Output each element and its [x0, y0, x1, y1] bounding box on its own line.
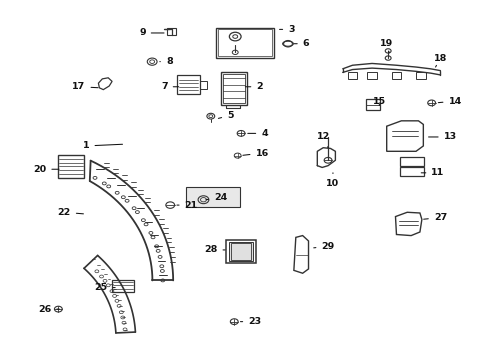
Text: 7: 7 — [161, 82, 179, 91]
Text: 16: 16 — [243, 149, 269, 158]
Text: 12: 12 — [317, 132, 330, 148]
Bar — [229, 242, 253, 261]
Bar — [216, 28, 274, 58]
Text: 27: 27 — [424, 213, 447, 222]
Text: 17: 17 — [72, 82, 98, 91]
Text: 1: 1 — [83, 141, 122, 150]
Text: 2: 2 — [245, 82, 263, 91]
Text: 14: 14 — [439, 96, 462, 105]
Bar — [366, 99, 380, 110]
Text: 28: 28 — [204, 246, 225, 255]
Bar — [231, 243, 251, 260]
Bar — [226, 240, 256, 263]
Text: 5: 5 — [219, 111, 234, 120]
Text: 25: 25 — [94, 283, 115, 292]
Text: 21: 21 — [177, 201, 198, 210]
Bar — [220, 72, 247, 105]
Bar — [112, 280, 134, 292]
Text: 20: 20 — [33, 165, 59, 174]
Text: 15: 15 — [373, 96, 386, 105]
Bar — [167, 28, 175, 35]
Text: 29: 29 — [314, 242, 335, 251]
Text: 8: 8 — [160, 57, 172, 66]
Text: 24: 24 — [206, 193, 227, 202]
Bar — [186, 187, 240, 207]
Bar — [416, 72, 426, 79]
Bar — [176, 75, 200, 94]
Bar — [200, 81, 207, 89]
Text: 23: 23 — [241, 317, 261, 326]
Text: 22: 22 — [58, 208, 83, 217]
Text: 18: 18 — [434, 54, 447, 67]
Text: 6: 6 — [294, 39, 309, 48]
Bar — [218, 30, 272, 56]
Bar — [400, 157, 424, 166]
Bar — [367, 72, 377, 79]
Text: 4: 4 — [248, 129, 268, 138]
Bar — [392, 72, 401, 79]
Text: 19: 19 — [380, 39, 393, 53]
Text: 26: 26 — [38, 305, 59, 314]
Text: 11: 11 — [421, 168, 444, 177]
Bar — [347, 72, 357, 79]
Bar — [400, 167, 424, 176]
Bar — [223, 74, 245, 103]
Text: 9: 9 — [139, 28, 164, 37]
Text: 13: 13 — [429, 132, 457, 141]
Text: 10: 10 — [326, 173, 340, 188]
Bar — [58, 155, 84, 178]
Text: 3: 3 — [279, 25, 294, 34]
